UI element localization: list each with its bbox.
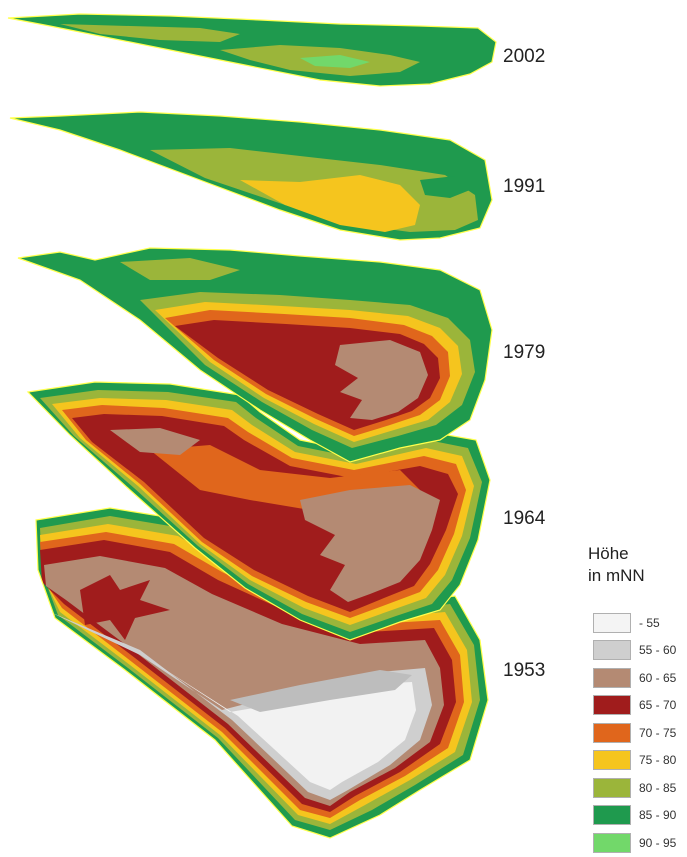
legend-swatch [593,832,631,853]
year-label-2002: 2002 [503,46,546,67]
legend-item: 85 - 90 [593,802,676,830]
layer-2002-band-80 [60,24,240,42]
layer-1953-red-star [80,575,170,640]
legend-item: 80 - 85 [593,774,676,802]
legend-label: - 55 [639,615,660,630]
legend-title: Höhe in mNN [588,543,645,587]
legend-label: 90 - 95 [639,835,677,850]
layer-1979-plateau-light [120,258,240,280]
legend-swatch [593,612,631,633]
layer-1964-brown-pit [300,485,440,602]
legend-item: 55 - 60 [593,637,676,665]
layer-1991-outline [9,111,493,241]
legend-label: 60 - 65 [639,670,677,685]
year-label-1953: 1953 [503,660,546,681]
layer-1953-pit-shade [230,670,412,712]
layer-1991-green-patch [420,176,470,198]
layer-2002 [7,13,497,87]
legend-label: 80 - 85 [639,780,677,795]
year-label-1979: 1979 [503,342,546,363]
layer-1979-brown-pit [335,340,428,420]
layer-1979-outline [17,247,493,463]
legend-swatch [593,722,631,743]
legend-item: 65 - 70 [593,692,676,720]
layer-2002-light [300,55,370,68]
elevation-legend: - 55 55 - 60 60 - 65 65 - 70 70 - 75 75 - 80 8… [593,609,676,857]
legend-item: 90 - 95 [593,829,676,857]
legend-swatch [593,667,631,688]
legend-item: - 55 [593,609,676,637]
legend-label: 55 - 60 [639,643,677,658]
legend-label: 85 - 90 [639,808,677,823]
legend-swatch [593,805,631,826]
legend-label: 70 - 75 [639,725,677,740]
legend-title-line2: in mNN [588,566,645,585]
legend-swatch [593,695,631,716]
layer-1991-band-75 [240,175,420,232]
layer-2002-outline [7,13,497,87]
layer-1964-brown-left [110,428,200,455]
layer-1964 [26,381,491,641]
legend-title-line1: Höhe [588,544,629,563]
layer-1953 [35,507,489,839]
legend-swatch [593,640,631,661]
year-label-1991: 1991 [503,176,546,197]
legend-label: 65 - 70 [639,698,677,713]
legend-swatch [593,777,631,798]
legend-label: 75 - 80 [639,753,677,768]
legend-item: 75 - 80 [593,747,676,775]
year-label-1964: 1964 [503,508,546,529]
legend-item: 60 - 65 [593,664,676,692]
legend-item: 70 - 75 [593,719,676,747]
layer-1991 [9,111,493,241]
layer-1979 [17,247,493,463]
legend-swatch [593,750,631,771]
